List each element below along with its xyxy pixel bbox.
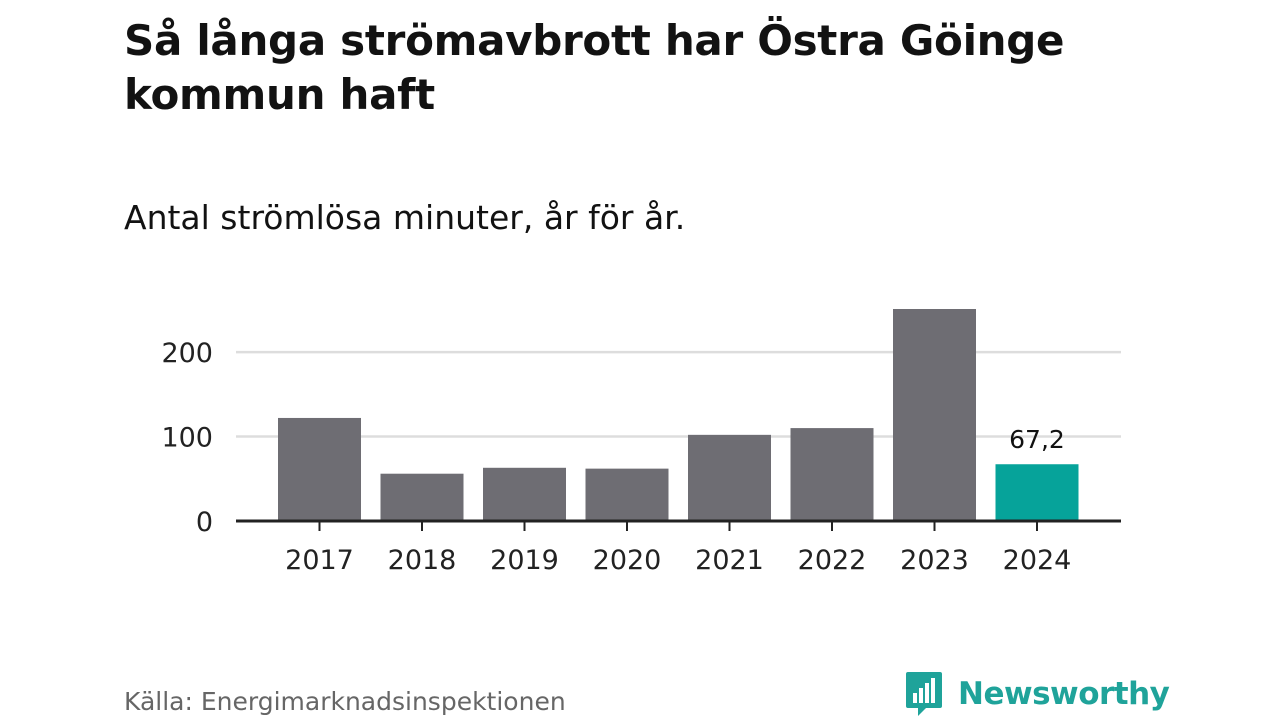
source-note: Källa: Energimarknadsinspektionen — [124, 687, 566, 716]
bar-2024 — [995, 464, 1079, 521]
x-tick-label-2021: 2021 — [695, 545, 764, 576]
newsworthy-logo-icon — [906, 672, 942, 716]
chart-title: Så långa strömavbrott har Östra Göinge k… — [124, 16, 1065, 119]
bar-2018 — [380, 473, 464, 521]
bar-2023 — [893, 309, 976, 521]
y-tick-label-0: 0 — [196, 507, 213, 538]
brand-name: Newsworthy — [958, 676, 1170, 712]
x-tick-label-2018: 2018 — [388, 545, 457, 576]
y-tick-label-200: 200 — [161, 338, 213, 369]
bar-2017 — [278, 417, 361, 521]
data-label-2024: 67,2 — [1009, 425, 1065, 454]
brand-logo[interactable]: Newsworthy — [904, 670, 1170, 718]
bar-2022 — [790, 428, 874, 521]
chart-subtitle: Antal strömlösa minuter, år för år. — [124, 198, 686, 237]
x-tick-label-2019: 2019 — [490, 545, 559, 576]
bar-2019 — [483, 467, 566, 521]
bar-chart: 0 100 200 67,2 2017 2018 2019 2020 2021 2022 2023 2… — [161, 309, 1121, 576]
x-tick-label-2017: 2017 — [285, 545, 354, 576]
x-tick-label-2023: 2023 — [900, 545, 969, 576]
x-tick-label-2020: 2020 — [593, 545, 662, 576]
x-tick-label-2024: 2024 — [1003, 545, 1072, 576]
bar-2020 — [585, 468, 669, 521]
bar-2021 — [688, 434, 771, 521]
y-tick-label-100: 100 — [161, 423, 213, 454]
x-tick-label-2022: 2022 — [798, 545, 867, 576]
